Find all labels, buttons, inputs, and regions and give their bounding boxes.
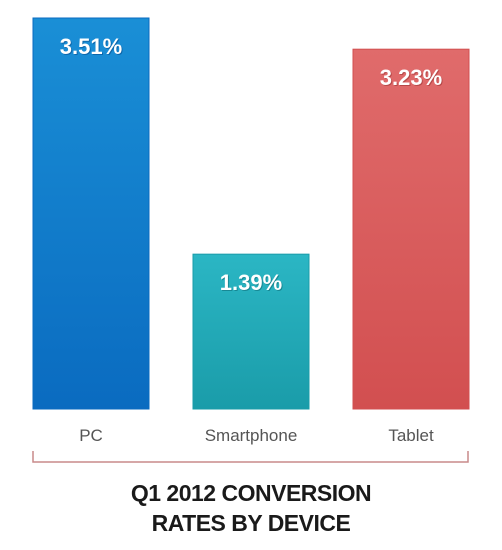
value-label-shadow-pc: 3.51% [61, 35, 123, 60]
category-label-smartphone: Smartphone [205, 426, 298, 445]
chart-title-line-1: Q1 2012 CONVERSION [130, 480, 372, 506]
value-label-tablet: 3.23% [380, 65, 442, 90]
category-label-tablet: Tablet [388, 426, 434, 445]
category-label-pc: PC [79, 426, 103, 445]
category-axis: PC Smartphone Tablet [32, 426, 469, 463]
bars-layer [32, 17, 470, 410]
value-label-shadow-tablet: 3.23% [381, 66, 443, 91]
value-label-shadow-smartphone: 1.39% [221, 271, 283, 296]
value-labels-layer: 3.51%3.51%1.39%1.39%3.23%3.23% [60, 34, 443, 296]
value-label-smartphone: 1.39% [220, 270, 282, 295]
axis-bracket [32, 451, 469, 463]
chart-title: Q1 2012 CONVERSION RATES BY DEVICE [0, 478, 502, 538]
value-label-pc: 3.51% [60, 34, 122, 59]
chart-title-line-2: RATES BY DEVICE [151, 510, 351, 536]
bar-smartphone [192, 253, 310, 410]
bar-pc [32, 17, 150, 410]
bar-tablet [352, 48, 470, 410]
